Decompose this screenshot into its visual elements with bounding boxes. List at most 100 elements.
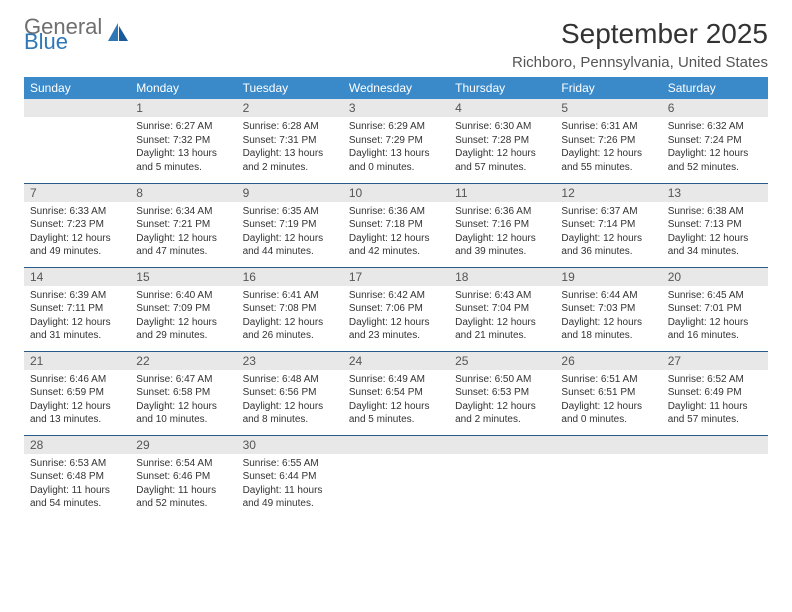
header: General Blue September 2025 Richboro, Pe…	[24, 18, 768, 71]
calendar-day-cell	[555, 435, 661, 519]
calendar-day-cell: 1Sunrise: 6:27 AMSunset: 7:32 PMDaylight…	[130, 99, 236, 183]
day-number: 7	[24, 184, 130, 202]
day-number: 19	[555, 268, 661, 286]
month-title: September 2025	[512, 18, 768, 50]
day-number: 16	[237, 268, 343, 286]
day-content: Sunrise: 6:27 AMSunset: 7:32 PMDaylight:…	[130, 117, 236, 180]
calendar-day-cell: 10Sunrise: 6:36 AMSunset: 7:18 PMDayligh…	[343, 183, 449, 267]
day-number: 22	[130, 352, 236, 370]
day-content: Sunrise: 6:30 AMSunset: 7:28 PMDaylight:…	[449, 117, 555, 180]
day-content: Sunrise: 6:29 AMSunset: 7:29 PMDaylight:…	[343, 117, 449, 180]
weekday-header: Monday	[130, 77, 236, 99]
location: Richboro, Pennsylvania, United States	[512, 54, 768, 71]
calendar-day-cell: 14Sunrise: 6:39 AMSunset: 7:11 PMDayligh…	[24, 267, 130, 351]
empty-day-header	[662, 436, 768, 454]
day-content: Sunrise: 6:52 AMSunset: 6:49 PMDaylight:…	[662, 370, 768, 433]
calendar-day-cell: 2Sunrise: 6:28 AMSunset: 7:31 PMDaylight…	[237, 99, 343, 183]
calendar-day-cell	[343, 435, 449, 519]
day-number: 10	[343, 184, 449, 202]
day-number: 1	[130, 99, 236, 117]
day-number: 8	[130, 184, 236, 202]
day-number: 2	[237, 99, 343, 117]
calendar-day-cell: 7Sunrise: 6:33 AMSunset: 7:23 PMDaylight…	[24, 183, 130, 267]
calendar-day-cell: 13Sunrise: 6:38 AMSunset: 7:13 PMDayligh…	[662, 183, 768, 267]
calendar-table: SundayMondayTuesdayWednesdayThursdayFrid…	[24, 77, 768, 519]
empty-day-header	[449, 436, 555, 454]
calendar-day-cell	[449, 435, 555, 519]
calendar-day-cell: 26Sunrise: 6:51 AMSunset: 6:51 PMDayligh…	[555, 351, 661, 435]
day-content: Sunrise: 6:49 AMSunset: 6:54 PMDaylight:…	[343, 370, 449, 433]
weekday-header: Tuesday	[237, 77, 343, 99]
calendar-day-cell: 23Sunrise: 6:48 AMSunset: 6:56 PMDayligh…	[237, 351, 343, 435]
calendar-day-cell: 28Sunrise: 6:53 AMSunset: 6:48 PMDayligh…	[24, 435, 130, 519]
calendar-day-cell: 24Sunrise: 6:49 AMSunset: 6:54 PMDayligh…	[343, 351, 449, 435]
weekday-header: Thursday	[449, 77, 555, 99]
day-number: 27	[662, 352, 768, 370]
day-content: Sunrise: 6:34 AMSunset: 7:21 PMDaylight:…	[130, 202, 236, 265]
weekday-header: Saturday	[662, 77, 768, 99]
day-number: 26	[555, 352, 661, 370]
calendar-page: General Blue September 2025 Richboro, Pe…	[0, 0, 792, 612]
calendar-week-row: 21Sunrise: 6:46 AMSunset: 6:59 PMDayligh…	[24, 351, 768, 435]
day-content: Sunrise: 6:47 AMSunset: 6:58 PMDaylight:…	[130, 370, 236, 433]
calendar-day-cell	[662, 435, 768, 519]
calendar-day-cell: 15Sunrise: 6:40 AMSunset: 7:09 PMDayligh…	[130, 267, 236, 351]
day-content: Sunrise: 6:55 AMSunset: 6:44 PMDaylight:…	[237, 454, 343, 517]
day-number: 9	[237, 184, 343, 202]
calendar-day-cell: 25Sunrise: 6:50 AMSunset: 6:53 PMDayligh…	[449, 351, 555, 435]
title-block: September 2025 Richboro, Pennsylvania, U…	[512, 18, 768, 71]
calendar-day-cell: 4Sunrise: 6:30 AMSunset: 7:28 PMDaylight…	[449, 99, 555, 183]
day-content: Sunrise: 6:51 AMSunset: 6:51 PMDaylight:…	[555, 370, 661, 433]
day-number: 11	[449, 184, 555, 202]
day-content: Sunrise: 6:38 AMSunset: 7:13 PMDaylight:…	[662, 202, 768, 265]
day-content: Sunrise: 6:43 AMSunset: 7:04 PMDaylight:…	[449, 286, 555, 349]
weekday-header: Sunday	[24, 77, 130, 99]
day-number: 21	[24, 352, 130, 370]
day-number: 28	[24, 436, 130, 454]
day-number: 3	[343, 99, 449, 117]
day-number: 5	[555, 99, 661, 117]
logo-text: General Blue	[24, 18, 102, 51]
day-content: Sunrise: 6:46 AMSunset: 6:59 PMDaylight:…	[24, 370, 130, 433]
day-content: Sunrise: 6:42 AMSunset: 7:06 PMDaylight:…	[343, 286, 449, 349]
calendar-day-cell: 9Sunrise: 6:35 AMSunset: 7:19 PMDaylight…	[237, 183, 343, 267]
day-content: Sunrise: 6:39 AMSunset: 7:11 PMDaylight:…	[24, 286, 130, 349]
day-content: Sunrise: 6:31 AMSunset: 7:26 PMDaylight:…	[555, 117, 661, 180]
day-number: 17	[343, 268, 449, 286]
day-number: 20	[662, 268, 768, 286]
empty-day-header	[24, 99, 130, 117]
calendar-day-cell: 27Sunrise: 6:52 AMSunset: 6:49 PMDayligh…	[662, 351, 768, 435]
calendar-day-cell: 16Sunrise: 6:41 AMSunset: 7:08 PMDayligh…	[237, 267, 343, 351]
day-number: 25	[449, 352, 555, 370]
day-content: Sunrise: 6:33 AMSunset: 7:23 PMDaylight:…	[24, 202, 130, 265]
calendar-day-cell: 30Sunrise: 6:55 AMSunset: 6:44 PMDayligh…	[237, 435, 343, 519]
day-number: 29	[130, 436, 236, 454]
empty-day-header	[343, 436, 449, 454]
calendar-day-cell: 19Sunrise: 6:44 AMSunset: 7:03 PMDayligh…	[555, 267, 661, 351]
calendar-day-cell: 18Sunrise: 6:43 AMSunset: 7:04 PMDayligh…	[449, 267, 555, 351]
day-number: 15	[130, 268, 236, 286]
calendar-day-cell: 21Sunrise: 6:46 AMSunset: 6:59 PMDayligh…	[24, 351, 130, 435]
day-content: Sunrise: 6:44 AMSunset: 7:03 PMDaylight:…	[555, 286, 661, 349]
day-number: 23	[237, 352, 343, 370]
calendar-day-cell: 29Sunrise: 6:54 AMSunset: 6:46 PMDayligh…	[130, 435, 236, 519]
calendar-day-cell: 12Sunrise: 6:37 AMSunset: 7:14 PMDayligh…	[555, 183, 661, 267]
day-content: Sunrise: 6:28 AMSunset: 7:31 PMDaylight:…	[237, 117, 343, 180]
weekday-header-row: SundayMondayTuesdayWednesdayThursdayFrid…	[24, 77, 768, 99]
calendar-week-row: 14Sunrise: 6:39 AMSunset: 7:11 PMDayligh…	[24, 267, 768, 351]
day-content: Sunrise: 6:41 AMSunset: 7:08 PMDaylight:…	[237, 286, 343, 349]
day-content: Sunrise: 6:48 AMSunset: 6:56 PMDaylight:…	[237, 370, 343, 433]
day-content: Sunrise: 6:50 AMSunset: 6:53 PMDaylight:…	[449, 370, 555, 433]
calendar-body: 1Sunrise: 6:27 AMSunset: 7:32 PMDaylight…	[24, 99, 768, 519]
calendar-day-cell: 17Sunrise: 6:42 AMSunset: 7:06 PMDayligh…	[343, 267, 449, 351]
calendar-week-row: 28Sunrise: 6:53 AMSunset: 6:48 PMDayligh…	[24, 435, 768, 519]
weekday-header: Wednesday	[343, 77, 449, 99]
day-content: Sunrise: 6:37 AMSunset: 7:14 PMDaylight:…	[555, 202, 661, 265]
calendar-week-row: 1Sunrise: 6:27 AMSunset: 7:32 PMDaylight…	[24, 99, 768, 183]
day-number: 13	[662, 184, 768, 202]
day-content: Sunrise: 6:54 AMSunset: 6:46 PMDaylight:…	[130, 454, 236, 517]
calendar-day-cell: 3Sunrise: 6:29 AMSunset: 7:29 PMDaylight…	[343, 99, 449, 183]
day-content: Sunrise: 6:32 AMSunset: 7:24 PMDaylight:…	[662, 117, 768, 180]
day-content: Sunrise: 6:53 AMSunset: 6:48 PMDaylight:…	[24, 454, 130, 517]
calendar-day-cell	[24, 99, 130, 183]
